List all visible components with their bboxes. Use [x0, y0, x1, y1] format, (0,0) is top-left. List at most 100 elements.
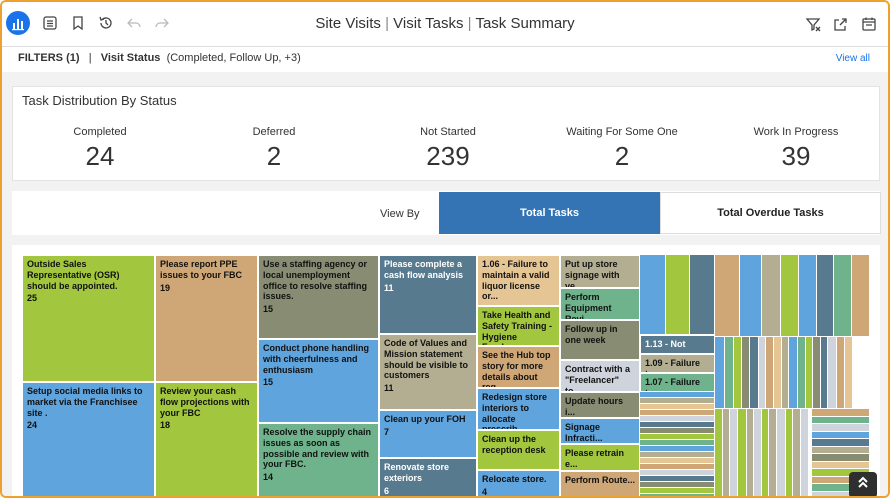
treemap-small-tile[interactable] [640, 428, 715, 434]
share-icon[interactable] [833, 16, 851, 34]
treemap-tile[interactable]: Conduct phone handling with cheerfulness… [258, 339, 379, 423]
treemap-tile[interactable]: Outside Sales Representative (OSR) shoul… [22, 255, 155, 382]
treemap-tile[interactable]: See the Hub top story for more details a… [477, 346, 560, 388]
treemap-small-tile[interactable] [640, 464, 715, 470]
treemap-small-tile[interactable] [750, 337, 759, 409]
treemap-tile[interactable]: Take Health and Safety Training - Hygien… [477, 306, 560, 346]
treemap-tile[interactable]: Use a staffing agency or local unemploym… [258, 255, 379, 339]
treemap-tile[interactable]: Review your cash flow projections with y… [155, 382, 258, 496]
treemap-tile[interactable]: Update hours i... [560, 392, 640, 418]
total-tasks-button[interactable]: Total Tasks [439, 192, 660, 234]
treemap-small-tile[interactable] [821, 337, 828, 409]
treemap-tile[interactable]: Please complete a cash flow analysis 11 [379, 255, 477, 334]
treemap-small-tile[interactable] [812, 424, 870, 432]
treemap-small-tile[interactable] [690, 255, 715, 335]
treemap-small-tile[interactable] [812, 431, 870, 439]
treemap-small-tile[interactable] [725, 337, 734, 409]
treemap-small-tile[interactable] [715, 409, 723, 496]
treemap-small-tile[interactable] [812, 439, 870, 447]
app-logo-icon[interactable] [6, 11, 30, 35]
treemap-small-tile[interactable] [786, 409, 793, 496]
treemap-small-tile[interactable] [640, 410, 715, 416]
treemap-small-tile[interactable] [715, 337, 725, 409]
treemap-small-tile[interactable] [812, 409, 870, 417]
treemap-small-tile[interactable] [777, 409, 786, 496]
treemap-small-tile[interactable] [730, 409, 738, 496]
treemap-small-tile[interactable] [640, 476, 715, 482]
treemap-tile[interactable]: Redesign store interiors to allocate pre… [477, 388, 560, 430]
treemap-small-tile[interactable] [845, 337, 853, 409]
treemap-small-tile[interactable] [806, 337, 813, 409]
treemap-small-tile[interactable] [782, 337, 789, 409]
treemap-small-tile[interactable] [817, 255, 834, 337]
treemap-small-tile[interactable] [640, 255, 666, 335]
treemap-small-tile[interactable] [640, 422, 715, 428]
treemap-small-tile[interactable] [740, 255, 762, 337]
treemap-small-tile[interactable] [715, 255, 740, 337]
treemap-small-tile[interactable] [640, 488, 715, 494]
view-all-link[interactable]: View all [835, 53, 870, 64]
treemap-small-tile[interactable] [640, 458, 715, 464]
treemap-tile[interactable]: Please report PPE issues to your FBC 19 [155, 255, 258, 382]
treemap-tile[interactable]: Code of Values and Mission statement sho… [379, 334, 477, 410]
filter-icon[interactable] [805, 16, 823, 34]
treemap-small-tile[interactable] [762, 255, 781, 337]
filter-summary[interactable]: FILTERS (1) | Visit Status (Completed, F… [18, 52, 301, 64]
treemap-small-tile[interactable] [640, 470, 715, 476]
stat-completed[interactable]: Completed 24 [13, 126, 187, 172]
treemap-small-tile[interactable] [640, 440, 715, 446]
stat-waiting[interactable]: Waiting For Some One 2 [535, 126, 709, 172]
stat-not-started[interactable]: Not Started 239 [361, 126, 535, 172]
treemap-small-tile[interactable] [738, 409, 747, 496]
stat-deferred[interactable]: Deferred 2 [187, 126, 361, 172]
treemap-tile[interactable]: Setup social media links to market via t… [22, 382, 155, 496]
treemap-small-tile[interactable] [834, 255, 852, 337]
treemap-tile[interactable]: 1.13 - Not spen... [640, 335, 715, 354]
treemap-small-tile[interactable] [812, 446, 870, 454]
treemap-small-tile[interactable] [640, 482, 715, 488]
treemap-tile[interactable]: Relocate store. 4 [477, 470, 560, 496]
treemap-small-tile[interactable] [813, 337, 821, 409]
treemap-small-tile[interactable] [640, 452, 715, 458]
treemap-tile[interactable]: Perform Equipment Revi... [560, 288, 640, 320]
treemap-small-tile[interactable] [799, 255, 817, 337]
treemap-small-tile[interactable] [742, 337, 750, 409]
treemap-small-tile[interactable] [747, 409, 754, 496]
scroll-top-icon[interactable] [849, 472, 877, 496]
calendar-icon[interactable] [861, 16, 879, 34]
treemap-tile[interactable]: Follow up in one week [560, 320, 640, 360]
treemap-tile[interactable]: Contract with a "Freelancer" to... [560, 360, 640, 392]
treemap-tile[interactable]: Signage Infracti... [560, 418, 640, 444]
breadcrumb-site-visits[interactable]: Site Visits [315, 15, 381, 32]
treemap-small-tile[interactable] [640, 446, 715, 452]
treemap-tile[interactable]: Renovate store exteriors 6 [379, 458, 477, 496]
treemap-small-tile[interactable] [801, 409, 809, 496]
undo-icon[interactable] [126, 15, 144, 33]
treemap-small-tile[interactable] [766, 337, 774, 409]
treemap-small-tile[interactable] [769, 409, 777, 496]
list-icon[interactable] [42, 15, 60, 33]
treemap-small-tile[interactable] [852, 255, 870, 337]
treemap-small-tile[interactable] [640, 392, 715, 398]
treemap-tile[interactable]: 1.07 - Failure t... [640, 373, 715, 392]
treemap-tile[interactable]: Clean up the reception desk [477, 430, 560, 470]
treemap-small-tile[interactable] [812, 461, 870, 469]
stat-work-in-progress[interactable]: Work In Progress 39 [709, 126, 883, 172]
treemap-small-tile[interactable] [781, 255, 799, 337]
treemap-tile[interactable]: Clean up your FOH 7 [379, 410, 477, 458]
breadcrumb-visit-tasks[interactable]: Visit Tasks [393, 15, 464, 32]
treemap-small-tile[interactable] [812, 454, 870, 462]
treemap-small-tile[interactable] [812, 416, 870, 424]
treemap-small-tile[interactable] [734, 337, 742, 409]
treemap-tile[interactable]: 1.09 - Failure t... [640, 354, 715, 373]
total-overdue-tasks-button[interactable]: Total Overdue Tasks [660, 192, 881, 234]
treemap-small-tile[interactable] [640, 404, 715, 410]
treemap-small-tile[interactable] [640, 434, 715, 440]
treemap-small-tile[interactable] [754, 409, 762, 496]
treemap-small-tile[interactable] [789, 337, 798, 409]
history-icon[interactable] [98, 15, 116, 33]
treemap-small-tile[interactable] [798, 337, 806, 409]
redo-icon[interactable] [154, 15, 172, 33]
treemap-small-tile[interactable] [837, 337, 845, 409]
treemap-tile[interactable]: Resolve the supply chain issues as soon … [258, 423, 379, 496]
